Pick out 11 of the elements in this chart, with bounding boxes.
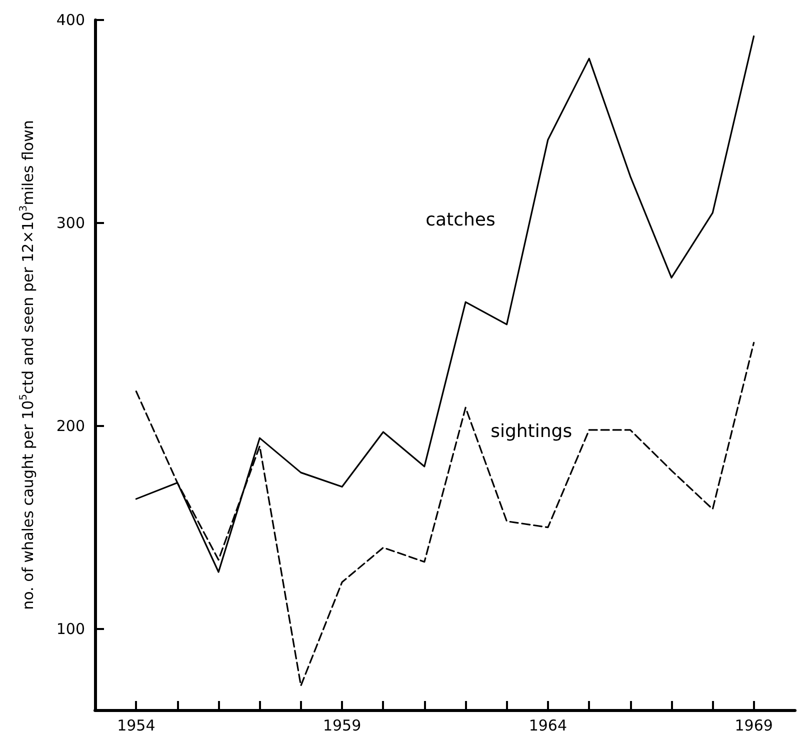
x-tick-label: 1959	[322, 716, 362, 734]
x-tick-label: 1964	[528, 716, 568, 734]
y-tick-label: 200	[56, 416, 85, 435]
x-tick-label: 1969	[734, 716, 773, 734]
y-tick-label: 400	[56, 11, 85, 29]
series-label: sightings	[490, 421, 572, 442]
y-axis-title: no. of whales caught per 105ctd and seen per 12×103miles flown	[18, 120, 37, 610]
y-tick-label: 100	[56, 620, 85, 638]
x-tick-label: 1954	[117, 716, 156, 734]
y-tick-label: 300	[56, 214, 85, 232]
series-label: catches	[426, 210, 496, 231]
